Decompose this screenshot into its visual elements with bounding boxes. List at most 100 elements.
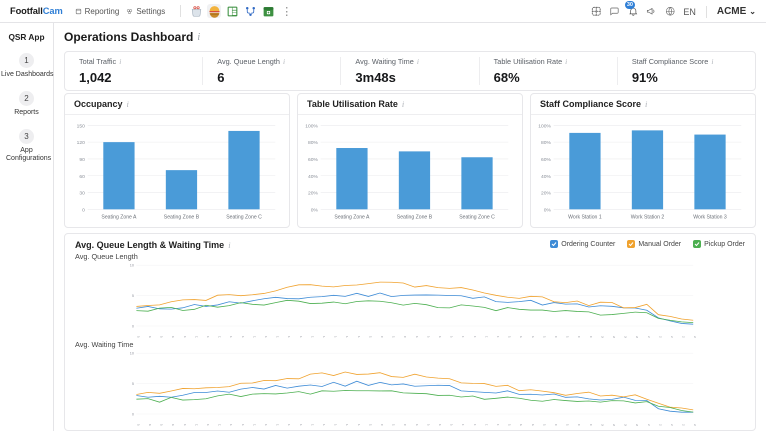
svg-text:1715: 1715 <box>473 336 477 338</box>
svg-text:1830: 1830 <box>531 336 535 338</box>
svg-text:1915: 1915 <box>566 424 570 426</box>
svg-text:1900: 1900 <box>554 336 558 338</box>
svg-text:150: 150 <box>77 123 85 129</box>
svg-text:2100: 2100 <box>647 424 651 426</box>
svg-text:1800: 1800 <box>508 336 512 338</box>
svg-text:1445: 1445 <box>357 336 361 338</box>
svg-text:1200: 1200 <box>229 424 233 426</box>
svg-text:2030: 2030 <box>624 424 628 426</box>
svg-text:1115: 1115 <box>194 336 198 338</box>
svg-text:2130: 2130 <box>670 336 674 338</box>
svg-text:2045: 2045 <box>635 336 639 338</box>
svg-text:1000: 1000 <box>136 424 140 426</box>
svg-text:2045: 2045 <box>635 424 639 426</box>
svg-text:20%: 20% <box>308 191 318 197</box>
svg-text:1215: 1215 <box>241 424 245 426</box>
svg-text:2145: 2145 <box>682 336 686 338</box>
svg-text:Seating Zone A: Seating Zone A <box>334 215 370 221</box>
svg-text:1045: 1045 <box>171 424 175 426</box>
svg-text:Seating Zone C: Seating Zone C <box>459 215 495 221</box>
svg-text:Seating Zone B: Seating Zone B <box>164 215 200 221</box>
svg-text:2115: 2115 <box>658 336 662 338</box>
svg-text:1245: 1245 <box>264 424 268 426</box>
svg-text:2000: 2000 <box>600 336 604 338</box>
svg-text:1845: 1845 <box>542 424 546 426</box>
svg-text:1515: 1515 <box>380 424 384 426</box>
svg-text:1215: 1215 <box>241 336 245 338</box>
svg-text:1030: 1030 <box>160 424 164 426</box>
svg-text:1245: 1245 <box>264 336 268 338</box>
svg-text:120: 120 <box>77 140 85 146</box>
svg-text:2030: 2030 <box>624 336 628 338</box>
svg-text:1300: 1300 <box>276 336 280 338</box>
svg-text:40%: 40% <box>541 174 551 180</box>
svg-text:2100: 2100 <box>647 336 651 338</box>
svg-text:1130: 1130 <box>206 336 210 338</box>
svg-text:1315: 1315 <box>287 336 291 338</box>
svg-text:1715: 1715 <box>473 424 477 426</box>
svg-text:1700: 1700 <box>461 424 465 426</box>
svg-text:60%: 60% <box>541 157 551 163</box>
svg-text:1415: 1415 <box>334 336 338 338</box>
svg-text:90: 90 <box>79 157 85 163</box>
svg-text:Seating Zone C: Seating Zone C <box>226 215 262 221</box>
svg-text:1000: 1000 <box>136 336 140 338</box>
svg-text:0: 0 <box>82 207 85 213</box>
svg-text:0%: 0% <box>311 207 319 213</box>
svg-text:1545: 1545 <box>403 424 407 426</box>
svg-text:1400: 1400 <box>322 424 326 426</box>
svg-text:60%: 60% <box>308 157 318 163</box>
svg-text:2145: 2145 <box>682 424 686 426</box>
svg-text:1615: 1615 <box>426 336 430 338</box>
svg-text:40%: 40% <box>308 174 318 180</box>
svg-text:1115: 1115 <box>194 424 198 426</box>
svg-text:1615: 1615 <box>426 424 430 426</box>
svg-text:Work Station 3: Work Station 3 <box>693 215 727 221</box>
svg-text:Work Station 1: Work Station 1 <box>568 215 602 221</box>
svg-text:1100: 1100 <box>183 336 187 338</box>
svg-text:1830: 1830 <box>531 424 535 426</box>
svg-text:1230: 1230 <box>252 336 256 338</box>
svg-text:1945: 1945 <box>589 336 593 338</box>
svg-text:1100: 1100 <box>183 424 187 426</box>
svg-text:80%: 80% <box>541 140 551 146</box>
svg-text:0: 0 <box>132 412 134 416</box>
svg-text:30: 30 <box>79 191 85 197</box>
svg-text:20%: 20% <box>541 191 551 197</box>
svg-text:1400: 1400 <box>322 336 326 338</box>
svg-text:1815: 1815 <box>519 424 523 426</box>
svg-text:1730: 1730 <box>484 336 488 338</box>
svg-text:1015: 1015 <box>148 424 152 426</box>
svg-text:1300: 1300 <box>276 424 280 426</box>
svg-text:0: 0 <box>132 324 134 328</box>
svg-text:1430: 1430 <box>345 424 349 426</box>
svg-text:1330: 1330 <box>299 424 303 426</box>
svg-text:1145: 1145 <box>218 424 222 426</box>
svg-text:1500: 1500 <box>368 336 372 338</box>
svg-text:1345: 1345 <box>310 424 314 426</box>
svg-text:1645: 1645 <box>450 336 454 338</box>
svg-text:1930: 1930 <box>577 336 581 338</box>
svg-text:2115: 2115 <box>658 424 662 426</box>
svg-text:1145: 1145 <box>218 336 222 338</box>
svg-text:1130: 1130 <box>206 424 210 426</box>
svg-text:1445: 1445 <box>357 424 361 426</box>
svg-text:1630: 1630 <box>438 336 442 338</box>
svg-text:1315: 1315 <box>287 424 291 426</box>
svg-text:80%: 80% <box>308 140 318 146</box>
svg-text:1015: 1015 <box>148 336 152 338</box>
svg-text:1200: 1200 <box>229 336 233 338</box>
svg-text:1230: 1230 <box>252 424 256 426</box>
svg-text:5: 5 <box>132 382 134 386</box>
svg-text:1915: 1915 <box>566 336 570 338</box>
svg-text:1700: 1700 <box>461 336 465 338</box>
svg-text:100%: 100% <box>538 123 551 129</box>
svg-text:1415: 1415 <box>334 424 338 426</box>
svg-text:100%: 100% <box>305 123 318 129</box>
svg-text:1645: 1645 <box>450 424 454 426</box>
svg-text:0%: 0% <box>544 207 552 213</box>
svg-text:60: 60 <box>79 174 85 180</box>
svg-text:1900: 1900 <box>554 424 558 426</box>
